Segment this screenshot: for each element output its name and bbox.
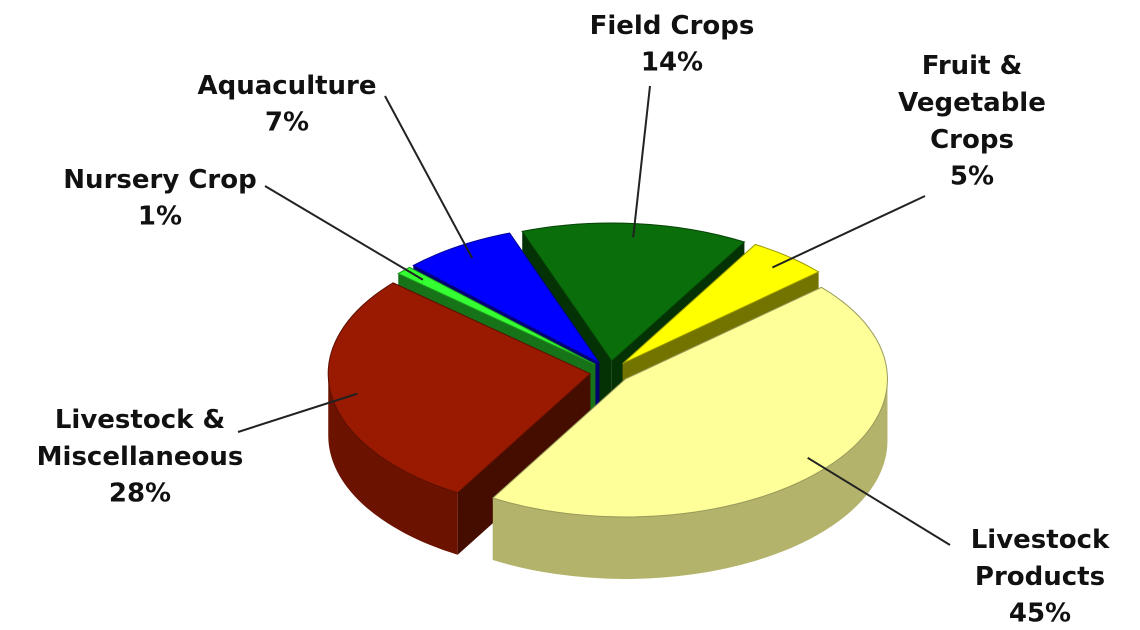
slice xyxy=(327,282,592,555)
category-label: Aquaculture xyxy=(197,71,376,101)
category-label: Livestock Products xyxy=(971,525,1110,592)
slice-wall xyxy=(328,373,458,555)
labels: Field Crops 14% Fruit & Vegetable Crops 5% Liv… xyxy=(37,11,1110,629)
value-label: 45% xyxy=(1009,599,1071,629)
category-label: Fruit & Vegetable Crops xyxy=(898,51,1046,155)
leader-line xyxy=(632,85,651,238)
value-label: 14% xyxy=(641,48,703,78)
leader-line xyxy=(384,95,474,259)
leader-line xyxy=(771,195,926,269)
value-label: 1% xyxy=(138,202,182,232)
slice-top xyxy=(327,282,592,494)
slice-top xyxy=(622,243,820,364)
leader-line xyxy=(237,392,358,433)
value-label: 7% xyxy=(265,108,309,138)
value-label: 28% xyxy=(109,479,171,509)
slice-top xyxy=(397,266,596,365)
slice-wall xyxy=(492,378,888,579)
category-label: Livestock & Miscellaneous xyxy=(37,405,244,472)
leader-line xyxy=(807,456,951,546)
category-label: Nursery Crop xyxy=(63,165,256,195)
slice-top xyxy=(412,232,600,364)
leader-line xyxy=(264,185,424,281)
category-label: Field Crops xyxy=(590,11,755,41)
slice xyxy=(491,286,888,579)
pie xyxy=(327,222,888,579)
slice-top xyxy=(491,286,888,518)
value-label: 5% xyxy=(950,162,994,192)
